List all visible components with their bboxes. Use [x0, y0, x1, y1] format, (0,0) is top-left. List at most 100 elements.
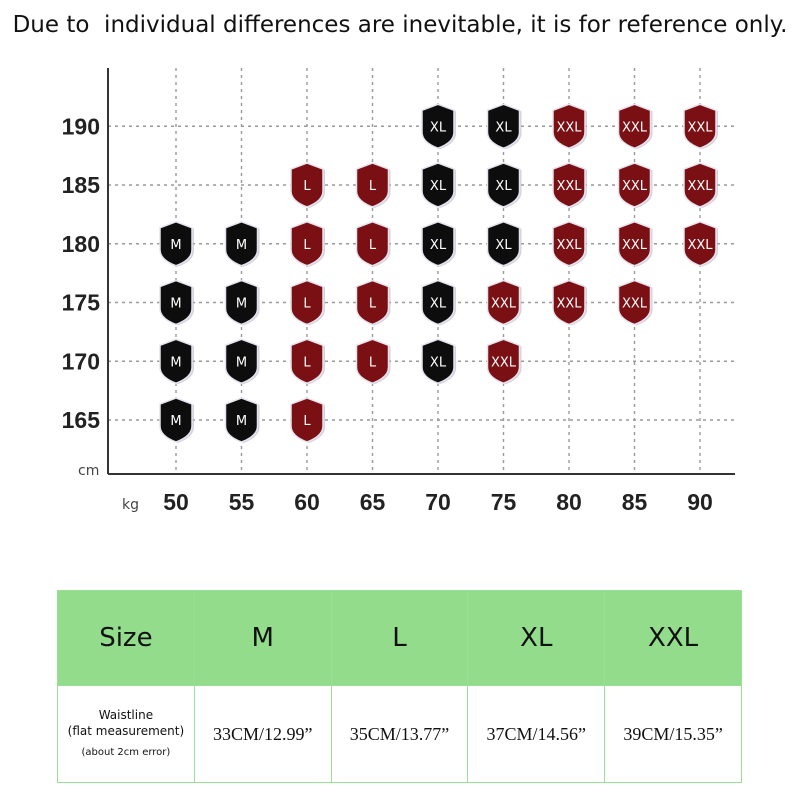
badge-shield [355, 220, 390, 267]
badge-shield [224, 338, 259, 385]
badge-label: XL [495, 179, 512, 194]
flat-measurement-label: (flat measurement) [67, 724, 185, 738]
badge-label: XXL [687, 238, 713, 253]
waistline-m: 33CM/12.99” [193, 685, 332, 783]
size-header-label: Size [57, 590, 195, 686]
y-tick-label: 190 [62, 113, 100, 139]
badge-label: M [170, 355, 181, 370]
badge-label: XL [430, 238, 447, 253]
waistline-label: Waistline [98, 708, 154, 722]
badge-label: M [236, 355, 247, 370]
badge-shield [683, 220, 717, 267]
size-header-l: L [330, 590, 469, 686]
badge-shield [683, 103, 717, 150]
y-axis-unit-label: cm [78, 463, 99, 479]
size-badge-xxl: XXL [552, 103, 587, 150]
size-badge-l: L [355, 338, 391, 385]
x-tick-label: 75 [491, 489, 517, 515]
size-badge-xxl: XXL [552, 279, 587, 326]
badge-shield [486, 103, 521, 150]
badge-shield [159, 220, 193, 267]
badge-label: L [303, 414, 311, 429]
badge-shield [486, 338, 521, 385]
badge-shield [290, 338, 324, 385]
badge-label: XXL [556, 238, 582, 253]
size-badge-xxl: XXL [617, 162, 653, 208]
size-badge-xl: XL [486, 220, 522, 267]
size-badge-xl: XL [486, 162, 522, 208]
badge-shield [421, 220, 455, 267]
size-badge-xxl: XXL [617, 279, 653, 326]
badge-label: XXL [622, 297, 648, 312]
waistline-xxl: 39CM/15.35” [604, 685, 742, 783]
badge-shield [224, 279, 259, 326]
size-badge-xl: XL [421, 103, 456, 150]
badge-label: L [369, 179, 377, 194]
badge-shield [224, 397, 259, 443]
badge-label: M [236, 238, 247, 253]
size-badge-xxl: XXL [617, 103, 653, 150]
x-tick-label: 55 [229, 489, 255, 515]
y-tick-label: 165 [62, 407, 101, 433]
x-tick-label: 50 [163, 489, 189, 515]
badge-shield [290, 279, 324, 326]
reference-note: Due to individual differences are inevit… [12, 12, 788, 38]
size-badge-m: M [159, 279, 194, 326]
badge-shield [617, 103, 652, 150]
badge-shield [159, 397, 193, 443]
badge-label: L [303, 297, 311, 312]
x-tick-label: 60 [294, 489, 320, 515]
badge-label: L [303, 355, 311, 370]
y-tick-label: 185 [62, 172, 101, 198]
badge-shield [421, 338, 455, 385]
size-badge-m: M [159, 397, 194, 443]
size-table: Size M L XL XXL Waistline (flat measurem… [57, 590, 742, 783]
badge-shield [552, 162, 586, 208]
badge-shield [486, 162, 521, 208]
size-badge-l: L [290, 220, 325, 267]
badge-shield [159, 338, 193, 385]
x-tick-label: 90 [687, 489, 713, 515]
size-badge-m: M [159, 220, 194, 267]
x-tick-label: 80 [556, 489, 582, 515]
y-tick-label: 180 [62, 231, 100, 257]
badge-label: XXL [491, 297, 517, 312]
badge-label: XXL [687, 120, 713, 135]
badge-label: M [170, 414, 181, 429]
y-tick-label: 170 [62, 348, 100, 374]
badge-label: XL [495, 120, 512, 135]
size-badge-m: M [224, 338, 260, 385]
size-header-m: M [193, 590, 332, 686]
badge-shield [224, 220, 259, 267]
waistline-l: 35CM/13.77” [330, 685, 469, 783]
x-tick-label: 70 [425, 489, 451, 515]
badge-shield [486, 279, 521, 326]
size-badge-m: M [224, 279, 260, 326]
badge-label: M [170, 238, 181, 253]
size-badge-xl: XL [421, 338, 456, 385]
badge-label: M [170, 297, 181, 312]
size-badge-l: L [290, 162, 325, 208]
size-badge-m: M [159, 338, 194, 385]
waistline-row: Waistline (flat measurement) (about 2cm … [57, 685, 742, 783]
size-badge-l: L [290, 279, 325, 326]
badge-label: XXL [687, 179, 713, 194]
badge-shield [290, 162, 324, 208]
badge-label: XXL [491, 355, 517, 370]
badge-label: XXL [622, 179, 648, 194]
badge-shield [421, 103, 455, 150]
size-badge-xxl: XXL [617, 220, 653, 267]
badge-label: XXL [556, 297, 582, 312]
badge-shield [552, 220, 586, 267]
badge-shield [552, 279, 586, 326]
size-badge-l: L [290, 397, 325, 443]
size-badge-xxl: XXL [683, 162, 718, 208]
badge-label: XL [430, 297, 447, 312]
badge-label: M [236, 414, 247, 429]
badge-label: XL [430, 120, 447, 135]
badge-label: L [369, 297, 377, 312]
badge-shield [355, 162, 390, 208]
size-badge-xl: XL [421, 279, 456, 326]
badge-shield [290, 220, 324, 267]
badge-label: L [303, 238, 311, 253]
